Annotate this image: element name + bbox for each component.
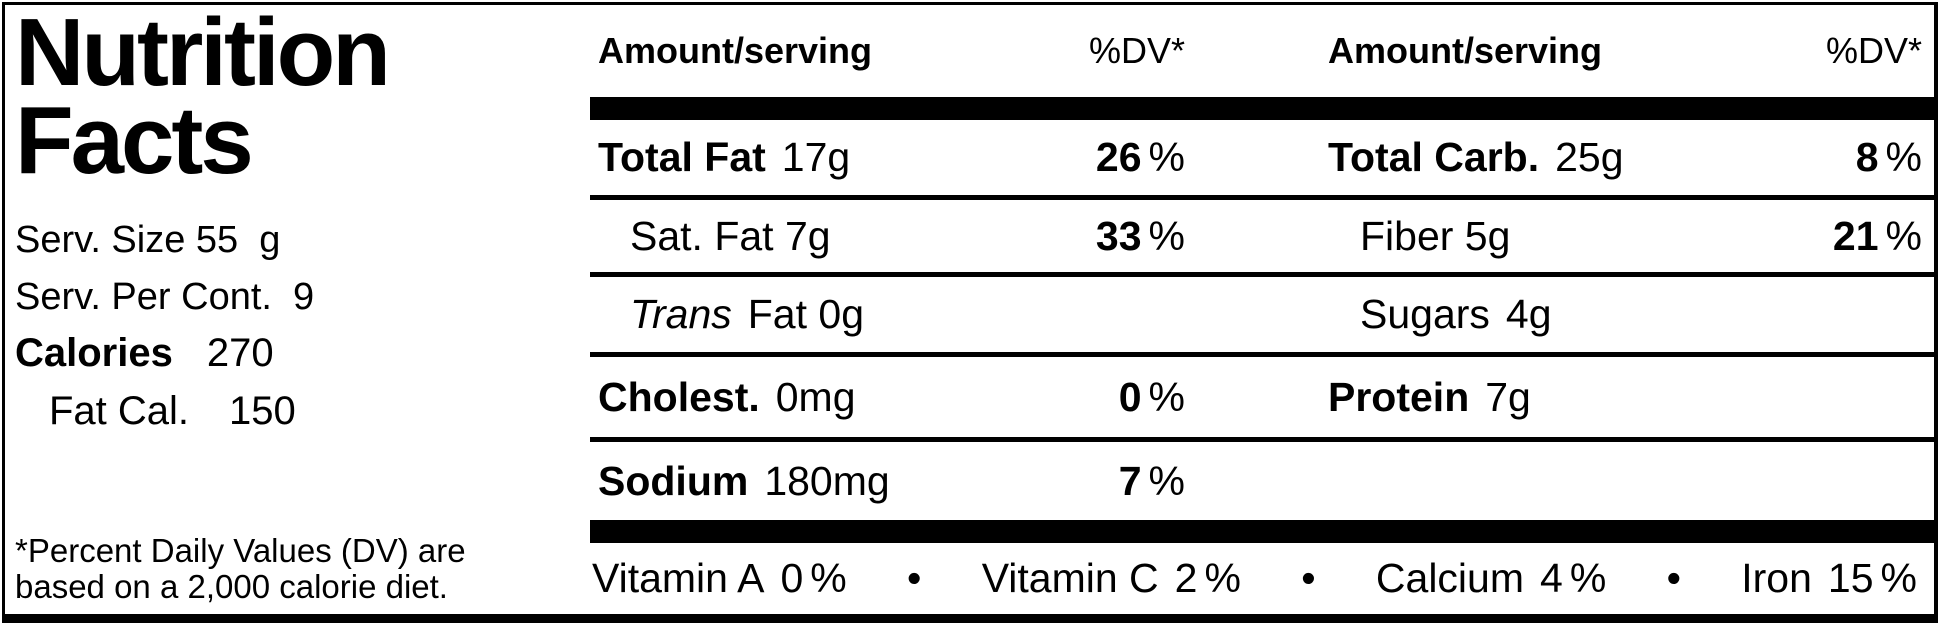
footnote-line-2: based on a 2,000 calorie diet.	[15, 567, 448, 605]
table-row-cholesterol-protein: Cholest. 0mg 0% Protein 7g	[590, 352, 1935, 437]
cell-cholesterol: Cholest. 0mg 0%	[590, 374, 1185, 421]
nutrient-amount: 4g	[1505, 291, 1552, 337]
percent-sign: %	[1569, 555, 1607, 601]
nutrient-name: Sugars	[1360, 291, 1490, 337]
bullet-separator: •	[1301, 555, 1316, 601]
nutrient-amount: 180mg	[764, 457, 890, 504]
vitamin-value: 2	[1174, 555, 1198, 601]
table-header-row: Amount/serving %DV* Amount/serving %DV*	[590, 5, 1935, 97]
percent-sign: %	[1148, 134, 1185, 180]
vitamin-value: 15	[1827, 555, 1874, 601]
percent-sign: %	[1880, 555, 1917, 601]
amount-per-serving-header: Amount/serving	[598, 30, 873, 71]
percent-sign: %	[1148, 373, 1185, 420]
cell-sodium: Sodium 180mg 7%	[590, 458, 1185, 505]
nutrient-name: Cholest.	[598, 373, 760, 420]
cell-trans-fat: Trans Fat 0g	[590, 291, 1185, 338]
iron-item: Iron 15%	[1741, 555, 1917, 602]
table-row-sodium: Sodium 180mg 7%	[590, 437, 1935, 520]
vitamin-name: Calcium	[1375, 555, 1524, 601]
serving-size: Serv. Size 55 g	[15, 218, 281, 261]
percent-sign: %	[1885, 212, 1922, 259]
table-row-sat-fat-fiber: Sat. Fat 7g 33% Fiber 5g 21%	[590, 195, 1935, 272]
amount-per-serving-header: Amount/serving	[1328, 30, 1603, 71]
dv-value: 8	[1855, 134, 1879, 180]
table-row-total-fat-total-carb: Total Fat 17g 26% Total Carb. 25g 8%	[590, 120, 1935, 195]
cell-protein: Protein 7g	[1328, 374, 1935, 421]
fat-calories-label: Fat Cal.	[49, 389, 190, 433]
nutrient-name: Fiber 5g	[1360, 212, 1511, 259]
percent-sign: %	[1204, 555, 1241, 601]
percent-sign: %	[1148, 457, 1185, 504]
vitamin-value: 4	[1540, 555, 1563, 601]
cell-total-fat: Total Fat 17g 26%	[590, 134, 1185, 181]
nutrient-amount: 25g	[1555, 134, 1624, 180]
fat-calories-value: 150	[229, 389, 296, 433]
nutrient-amount: 7g	[1485, 373, 1531, 420]
vitamins-row: Vitamin A 0% • Vitamin C 2% • Calcium 4% • …	[590, 543, 1935, 614]
vitamin-value: 0	[780, 555, 804, 601]
dv-value: 0	[1118, 373, 1142, 420]
title-line-2: Facts	[15, 87, 254, 195]
footnote-line-1: *Percent Daily Values (DV) are	[15, 532, 466, 570]
label-title: Nutrition Facts	[15, 0, 587, 195]
percent-sign: %	[810, 555, 847, 601]
dv-value: 33	[1095, 212, 1142, 259]
nutrient-name-rest: Fat 0g	[747, 291, 864, 337]
table-row-trans-fat-sugars: Trans Fat 0g Sugars 4g	[590, 272, 1935, 352]
percent-sign: %	[1148, 212, 1185, 259]
vitamin-name: Vitamin C	[981, 555, 1159, 601]
nutrient-table: Amount/serving %DV* Amount/serving %DV* …	[590, 5, 1935, 614]
divider-bar-bottom	[590, 520, 1935, 543]
nutrient-name: Protein	[1328, 373, 1470, 420]
fat-calories-line: Fat Cal. 150	[49, 388, 587, 434]
calories-label: Calories	[15, 331, 173, 375]
dv-value: 7	[1118, 457, 1142, 504]
nutrient-name: Sat. Fat 7g	[630, 212, 831, 259]
vitamin-name: Vitamin A	[592, 555, 765, 601]
calories-value: 270	[206, 331, 274, 375]
servings-per-container: Serv. Per Cont. 9	[15, 276, 315, 319]
percent-dv-header: %DV*	[1088, 30, 1185, 71]
cell-total-carb: Total Carb. 25g 8%	[1328, 134, 1935, 181]
left-panel: Nutrition Facts Serv. Size 55 g Serv. Pe…	[15, 0, 587, 614]
vitamin-name: Iron	[1741, 555, 1812, 601]
title-line-1: Nutrition	[15, 0, 391, 106]
header-group-1: Amount/serving %DV*	[590, 30, 1185, 72]
calories-line: Calories 270	[15, 330, 587, 376]
bullet-separator: •	[1666, 555, 1681, 601]
nutrient-amount: 0mg	[775, 373, 856, 420]
dv-value: 21	[1832, 212, 1879, 259]
vitamin-a-item: Vitamin A 0%	[592, 555, 847, 602]
vitamin-c-item: Vitamin C 2%	[982, 555, 1241, 602]
cell-fiber: Fiber 5g 21%	[1328, 213, 1935, 260]
divider-bar-top	[590, 97, 1935, 120]
cell-sugars: Sugars 4g	[1328, 291, 1935, 338]
header-group-2: Amount/serving %DV*	[1328, 30, 1935, 72]
nutrient-name: Sodium	[598, 457, 749, 504]
daily-value-footnote: *Percent Daily Values (DV) are based on …	[15, 533, 466, 604]
calcium-item: Calcium 4%	[1376, 555, 1606, 602]
bullet-separator: •	[907, 555, 922, 601]
dv-value: 26	[1095, 134, 1142, 180]
percent-sign: %	[1885, 134, 1922, 180]
cell-sat-fat: Sat. Fat 7g 33%	[590, 213, 1185, 260]
nutrient-name: Total Carb.	[1328, 134, 1540, 180]
percent-dv-header: %DV*	[1825, 30, 1922, 71]
nutrient-amount: 17g	[781, 134, 851, 180]
nutrient-name-italic: Trans	[630, 291, 732, 337]
nutrient-name: Total Fat	[598, 134, 766, 180]
